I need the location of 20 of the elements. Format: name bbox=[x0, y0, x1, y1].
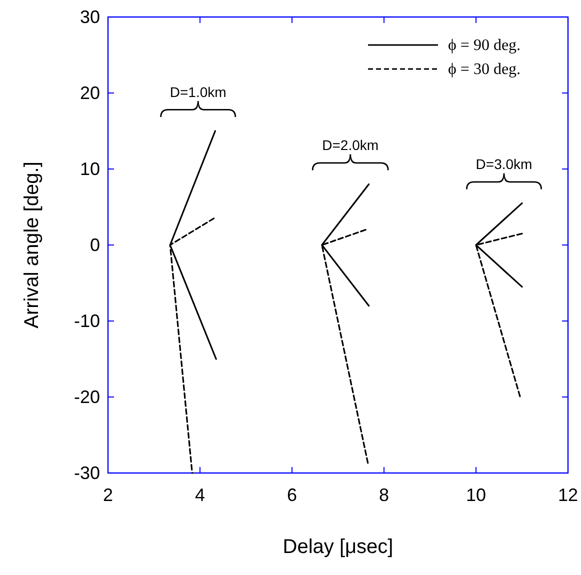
annotation: D=2.0km bbox=[322, 137, 379, 154]
x-axis-title: Delay [μsec] bbox=[282, 536, 394, 558]
x-tick-label: 6 bbox=[286, 485, 298, 505]
y-tick-label: -20 bbox=[74, 387, 100, 407]
legend-label: ϕ = 90 deg. bbox=[448, 37, 521, 54]
legend-label: ϕ = 30 deg. bbox=[448, 61, 521, 78]
x-tick-label: 8 bbox=[378, 485, 390, 505]
y-tick-label: 30 bbox=[80, 7, 100, 27]
x-tick-label: 12 bbox=[558, 485, 578, 505]
x-tick-label: 4 bbox=[194, 485, 206, 505]
annotation: D=1.0km bbox=[170, 84, 226, 100]
y-tick-label: 0 bbox=[90, 235, 100, 255]
y-tick-label: -30 bbox=[74, 463, 100, 483]
y-tick-label: 10 bbox=[80, 159, 100, 179]
y-tick-label: 20 bbox=[80, 83, 100, 103]
x-tick-label: 10 bbox=[466, 485, 486, 505]
y-tick-label: -10 bbox=[74, 311, 100, 331]
y-axis-title: Arrival angle [deg.] bbox=[21, 162, 43, 328]
annotation: D=3.0km bbox=[476, 156, 532, 172]
x-tick-label: 2 bbox=[102, 485, 114, 505]
